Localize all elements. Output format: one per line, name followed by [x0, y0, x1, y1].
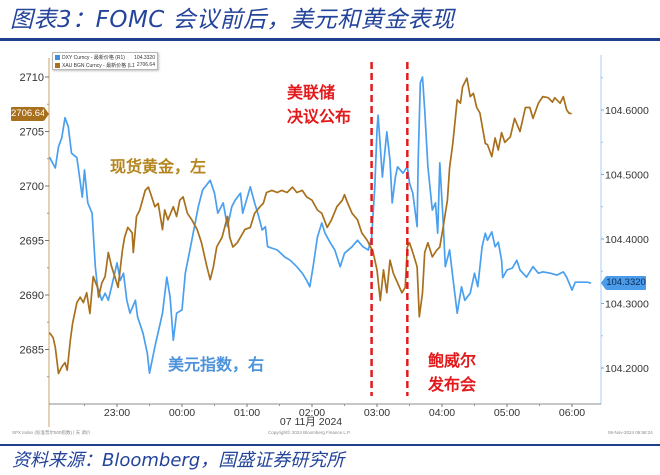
footer-timestamp: 06-Nov-2024 06:58:24 — [608, 430, 653, 435]
footer-copyright: Copyright© 2024 Bloomberg Finance L.P. — [268, 430, 351, 435]
left-axis-tick-label: 2685 — [20, 345, 44, 357]
series-layer — [48, 76, 592, 375]
x-axis-tick-label: 05:00 — [494, 407, 520, 419]
x-axis-tick-label: 02:00 — [299, 407, 325, 419]
gold-series-annotation: 现货黄金，左 — [110, 159, 207, 176]
x-axis-tick-label: 01:00 — [234, 407, 260, 419]
legend: DXY Curncy - 最新价格 (R1) 104.3320 XAU BGN … — [52, 52, 158, 70]
right-axis-tick-label: 104.3000 — [605, 299, 649, 311]
legend-item-dxy: DXY Curncy - 最新价格 (R1) 104.3320 — [55, 54, 155, 62]
right-axis-ticks: 104.2000 104.3000 104.4000 104.5000 104.6000 — [601, 77, 649, 375]
x-axis-tick-label: 04:00 — [429, 407, 455, 419]
gold-last-value-tag: 2706.64 — [11, 107, 49, 121]
right-axis-tick-label: 104.2000 — [605, 363, 649, 375]
title-divider — [0, 38, 660, 41]
left-axis-tick-label: 2695 — [20, 236, 44, 248]
left-axis-ticks: 2685 2690 2695 2700 2705 2710 — [20, 72, 49, 378]
event-lines — [370, 62, 409, 396]
legend-label: XAU BGN Curncy - 最新价格 (L1) — [62, 62, 135, 69]
fomc-annotation: 美联储 决议公布 — [287, 82, 351, 130]
legend-item-gold: XAU BGN Curncy - 最新价格 (L1) 2706.64 — [55, 62, 155, 70]
x-axis-ticks: 23:00 00:00 01:00 02:00 03:00 04:00 05:00 06:00 — [84, 404, 585, 419]
source-divider — [0, 444, 660, 446]
right-axis-tick-label: 104.5000 — [605, 170, 649, 182]
footer-security-text: SPX Index (标准普尔500指数) | 天 调价 — [12, 430, 91, 435]
fomc-annotation-line1: 美联储 — [287, 85, 336, 102]
legend-value: 104.3320 — [134, 54, 155, 61]
dxy-line — [48, 76, 592, 375]
x-axis-date-label: 07 11月 2024 — [280, 416, 342, 428]
legend-value: 2706.64 — [136, 62, 155, 69]
dxy-series-annotation: 美元指数，右 — [168, 357, 265, 374]
left-axis-tick-label: 2700 — [20, 181, 44, 193]
powell-annotation-line2: 发布会 — [428, 377, 477, 394]
figure-title: 图表3：FOMC 会议前后，美元和黄金表现 — [10, 7, 455, 33]
source-note: 资料来源：Bloomberg，国盛证券研究所 — [12, 450, 345, 471]
x-axis-tick-label: 06:00 — [559, 407, 585, 419]
legend-swatch-gold — [55, 62, 60, 68]
legend-label: DXY Curncy - 最新价格 (R1) — [62, 55, 125, 62]
right-axis-tick-label: 104.6000 — [605, 105, 649, 117]
powell-annotation-line1: 鲍威尔 — [428, 353, 477, 370]
left-axis-tick-label: 2710 — [20, 72, 44, 84]
x-axis-tick-label: 00:00 — [169, 407, 195, 419]
x-axis-tick-label: 23:00 — [104, 407, 130, 419]
left-axis-tick-label: 2690 — [20, 290, 44, 302]
right-axis-tick-label: 104.4000 — [605, 234, 649, 246]
powell-annotation: 鲍威尔 发布会 — [428, 350, 476, 398]
dxy-last-value-tag: 104.3320 — [601, 276, 646, 290]
legend-swatch-dxy — [55, 55, 60, 61]
gold-line — [48, 77, 572, 375]
fomc-annotation-line2: 决议公布 — [287, 109, 352, 126]
x-axis-tick-label: 03:00 — [364, 407, 390, 419]
left-axis-tick-label: 2705 — [20, 127, 44, 139]
